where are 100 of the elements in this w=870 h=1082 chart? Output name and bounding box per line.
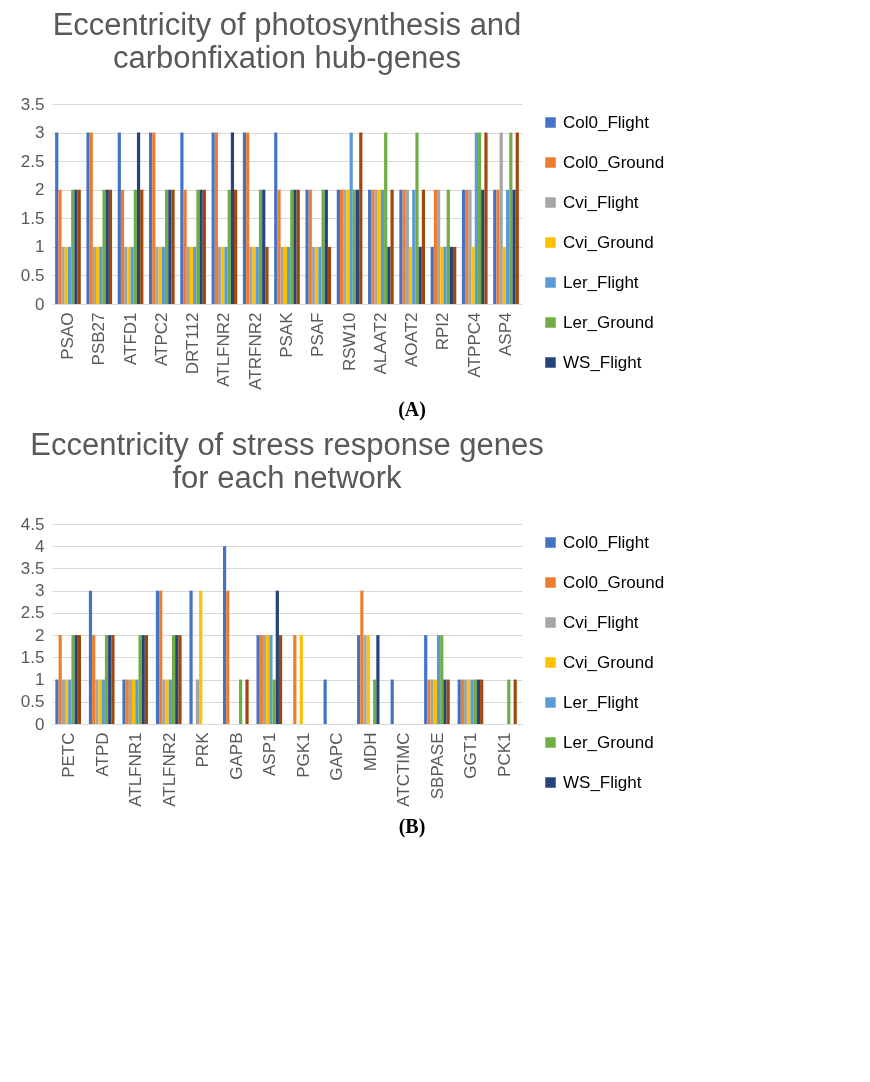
bar [161,246,166,304]
x-tick-label: GAPB [226,732,246,780]
bar [502,246,507,304]
bar [58,189,62,304]
bar [293,635,297,724]
legend-label: Col0_Flight [563,532,650,552]
bar [274,132,278,304]
bar [92,246,97,304]
bar [512,189,516,304]
y-tick-label: 1.5 [20,647,45,667]
bar [507,679,511,724]
bar [449,246,454,304]
bar [140,189,144,304]
bar [155,590,160,724]
bar [67,246,72,304]
legend-label: Cvi_Flight [563,612,639,632]
bar [506,189,510,304]
y-tick-label: 2 [35,625,45,645]
y-tick-label: 0 [35,294,45,314]
x-tick-label: SBPASE [427,732,447,800]
bar [311,246,316,304]
bar [92,635,96,724]
text: (A) [398,398,426,421]
bar [55,132,59,304]
y-tick-label: 0.5 [20,265,45,285]
bar [189,590,193,724]
legend-label: Cvi_Ground [563,232,654,252]
legend-label: Cvi_Flight [563,192,639,212]
x-tick-label: PGK1 [293,732,313,778]
y-tick-label: 3 [35,123,45,143]
bar [384,132,388,304]
bar [360,590,364,724]
bar [433,189,438,304]
bar [349,132,353,304]
x-tick-label: ATLFNR1 [126,732,146,807]
bar [183,189,187,304]
bar [265,246,269,304]
x-tick-label: ASP4 [496,312,516,356]
bar [287,246,291,304]
x-tick-label: PRK [193,731,213,768]
y-tick-label: 1 [35,237,45,257]
text: (B) [398,815,426,838]
bar [272,679,276,724]
bar [436,635,441,724]
bar [380,189,385,304]
bar [352,189,356,304]
x-tick-label: AOAT2 [402,312,422,367]
bar [484,132,488,304]
bar [461,189,466,304]
bar [88,590,93,724]
bar [222,546,227,724]
bar [474,132,478,304]
x-tick-label: RPI2 [433,312,453,351]
bar [513,679,517,724]
bar [323,679,327,724]
x-tick-label: PCK1 [494,732,514,777]
y-tick-label: 4.5 [20,514,45,534]
chart-title: Eccentricity of stress response genes for each network [30,427,544,495]
bar [440,635,444,724]
x-tick-label: DRT112 [183,312,203,375]
bar [424,635,428,724]
bar [453,246,457,304]
bar [242,132,247,304]
bar [277,189,281,304]
legend-label: Ler_Flight [563,692,639,712]
bar [499,132,503,304]
x-tick-label: PSAO [57,312,77,360]
x-tick-label: PSAF [308,312,328,357]
bar [481,189,485,304]
bar [471,246,475,304]
bar [457,679,461,724]
y-tick-label: 0.5 [20,692,45,712]
bar [189,246,194,304]
legend-label: WS_Flight [563,772,642,792]
x-tick-label: ALAAT2 [370,312,390,375]
bar [262,189,266,304]
bar [120,189,125,304]
bar [159,590,163,724]
bar [234,189,238,304]
legend-label: Col0_Ground [563,152,665,172]
legend-label: WS_Flight [563,352,642,372]
bar [460,679,465,724]
x-tick-label: ATPD [92,732,112,777]
x-tick-label: ATPC2 [151,312,171,367]
bar [171,635,176,724]
bar [408,246,413,304]
bar [227,189,231,304]
x-tick-label: GGT1 [461,732,481,779]
bar [58,635,62,724]
bar [128,679,133,724]
bar [446,189,450,304]
bar [262,635,267,724]
bar [418,246,422,304]
bar [357,635,361,724]
bar [359,132,363,304]
y-tick-label: 1 [35,670,45,690]
bar [144,635,149,724]
y-tick-label: 2.5 [20,151,45,171]
y-tick-label: 4 [35,536,45,556]
bar [390,679,394,724]
